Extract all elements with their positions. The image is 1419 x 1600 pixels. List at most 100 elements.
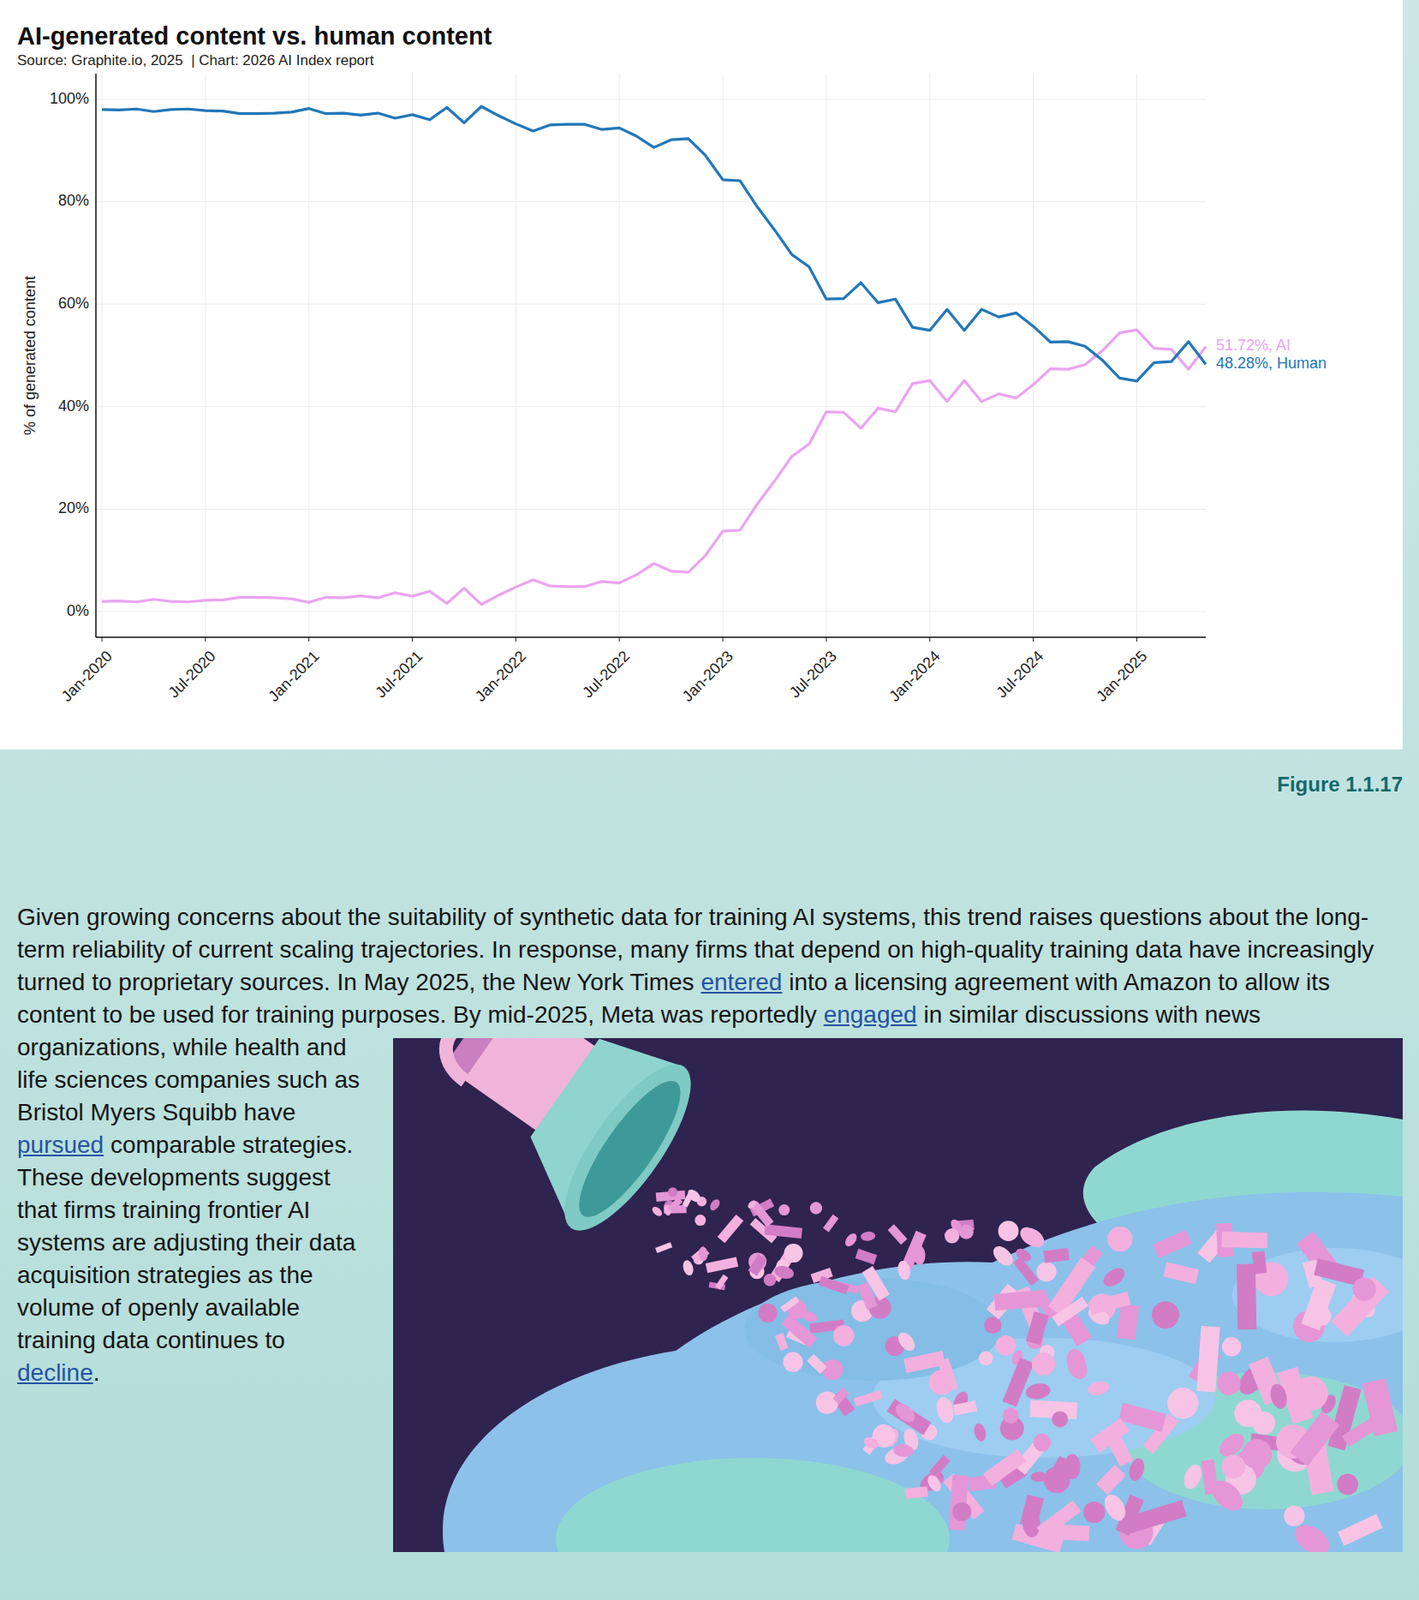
y-axis-line xyxy=(95,73,97,638)
grid-line-x xyxy=(204,73,206,638)
block xyxy=(1152,1229,1192,1259)
block xyxy=(1088,1291,1132,1316)
block xyxy=(1116,1303,1139,1340)
block xyxy=(1362,1377,1399,1437)
chart-title: AI-generated content vs. human content xyxy=(17,22,493,50)
block xyxy=(691,1246,710,1264)
series-line xyxy=(101,106,1206,382)
x-tick-label: Jul-2022 xyxy=(578,647,633,702)
x-axis-line xyxy=(95,636,1206,638)
block xyxy=(715,1274,728,1290)
pellet xyxy=(1180,1461,1205,1492)
block xyxy=(705,1256,739,1273)
pellet xyxy=(1064,1347,1090,1381)
block xyxy=(1162,1262,1199,1285)
block xyxy=(1236,1263,1257,1330)
text-run: comparable strategies. These development… xyxy=(17,1131,356,1354)
pellet xyxy=(862,1434,881,1450)
block xyxy=(1046,1455,1074,1488)
pellet xyxy=(1293,1376,1329,1411)
pellet xyxy=(778,1204,790,1216)
pellet xyxy=(934,1395,957,1425)
blob xyxy=(1232,1247,1403,1342)
grid-line-y xyxy=(95,611,1206,613)
grid-line-x xyxy=(411,73,413,638)
block xyxy=(1002,1357,1035,1408)
pellet xyxy=(894,1329,919,1354)
pellet xyxy=(650,1204,664,1218)
pellet xyxy=(842,1231,859,1249)
block xyxy=(667,1197,683,1213)
block xyxy=(929,1454,951,1478)
pellet xyxy=(697,1246,709,1261)
y-tick-label: 0% xyxy=(66,602,90,620)
pellet xyxy=(1051,1411,1068,1428)
pellet xyxy=(782,1352,803,1372)
pellet xyxy=(822,1359,843,1380)
grid-line-y xyxy=(95,201,1206,203)
pellet xyxy=(1100,1263,1128,1290)
grid-line-y xyxy=(95,304,1206,305)
y-tick-label: 80% xyxy=(58,191,90,209)
pellet xyxy=(1107,1226,1133,1252)
x-tick-label: Jan-2023 xyxy=(679,647,737,705)
x-tick-label: Jan-2021 xyxy=(264,647,322,705)
pellet xyxy=(1031,1352,1056,1376)
block xyxy=(1090,1417,1130,1453)
pellet xyxy=(978,1351,994,1366)
y-tick-label: 100% xyxy=(49,89,90,108)
end-label: 48.28%, Human xyxy=(1216,354,1327,372)
link[interactable]: entered xyxy=(700,968,782,996)
pellet xyxy=(816,1390,839,1414)
funnel-rim xyxy=(542,1047,712,1248)
pellet xyxy=(1036,1261,1056,1282)
pellet xyxy=(708,1197,722,1212)
block xyxy=(747,1253,767,1276)
block xyxy=(717,1214,745,1243)
grid-line-x xyxy=(101,73,103,638)
chart-panel: AI-generated content vs. human contentSo… xyxy=(0,0,1403,750)
block xyxy=(1019,1494,1044,1527)
pellet xyxy=(800,1308,820,1324)
block xyxy=(1096,1464,1127,1495)
link[interactable]: pursued xyxy=(17,1131,104,1158)
block xyxy=(1330,1275,1390,1336)
y-axis-title: % of generated content xyxy=(21,275,39,436)
blob xyxy=(872,1337,1216,1458)
pellet xyxy=(1013,1246,1034,1264)
block xyxy=(780,1295,799,1312)
block xyxy=(994,1289,1049,1312)
block xyxy=(763,1223,802,1239)
funnel-mouth xyxy=(563,1068,697,1230)
pellet xyxy=(924,1472,944,1494)
block xyxy=(983,1448,1027,1486)
pellet xyxy=(784,1243,804,1263)
pellet xyxy=(1234,1399,1262,1427)
pitcher xyxy=(399,1037,712,1248)
x-tick-label: Jan-2025 xyxy=(1092,647,1151,705)
grid-line-x xyxy=(929,73,931,638)
grid-line-x xyxy=(619,73,621,638)
link[interactable]: decline xyxy=(17,1359,94,1386)
block xyxy=(1289,1411,1340,1467)
pellet xyxy=(1216,1371,1241,1395)
x-tick-label: Jan-2022 xyxy=(471,647,530,705)
grid-line-x xyxy=(825,73,827,638)
pellet xyxy=(896,1259,913,1282)
pellet xyxy=(1030,1471,1047,1482)
pellet xyxy=(746,1198,758,1211)
block xyxy=(806,1353,827,1374)
y-tick-label: 60% xyxy=(58,294,90,312)
pellet xyxy=(998,1220,1020,1241)
pellet xyxy=(1222,1454,1247,1479)
pellet xyxy=(1311,1305,1332,1326)
blob xyxy=(744,1277,1002,1381)
pellet xyxy=(983,1316,1002,1334)
grid-line-x xyxy=(308,73,310,638)
page: {"chart_data": { "type": "line", "title"… xyxy=(0,0,1419,1600)
body-paragraph: Given growing concerns about the suitabi… xyxy=(17,900,1403,1552)
grid-line-y xyxy=(95,508,1206,510)
pellet xyxy=(1241,1438,1272,1469)
link[interactable]: engaged xyxy=(823,1001,918,1028)
block xyxy=(832,1387,849,1404)
